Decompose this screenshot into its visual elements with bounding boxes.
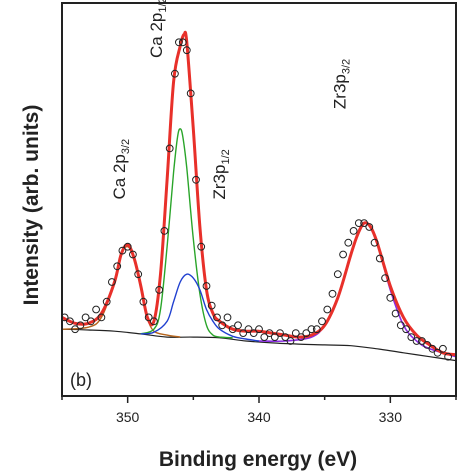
data-point [62, 313, 69, 322]
peak-label-ca-2p32: Ca 2p3/2 [110, 139, 132, 200]
data-point [323, 305, 332, 314]
data-point [444, 352, 453, 361]
peak-label-ca-2p12: Ca 2p1/2 [147, 0, 169, 58]
data-point [97, 313, 106, 322]
data-point [386, 293, 395, 302]
data-point [139, 297, 148, 306]
data-point [197, 242, 206, 251]
data-point [339, 250, 348, 259]
data-point [102, 297, 111, 306]
data-point [171, 69, 179, 78]
data-point [297, 333, 305, 342]
data-point [175, 38, 183, 47]
data-point [244, 325, 253, 334]
x-axis-ticks: 350 340 330 [61, 396, 457, 425]
data-point [412, 337, 421, 345]
envelope-line [62, 30, 456, 357]
data-point [239, 329, 248, 338]
x-tick-label: 350 [116, 409, 140, 425]
y-axis-title: Intensity (arb. units) [20, 105, 43, 306]
data-point [281, 333, 290, 342]
data-point [354, 219, 363, 228]
data-point [144, 313, 153, 322]
data-point [402, 325, 411, 334]
data-point [160, 227, 169, 235]
data-point [113, 262, 122, 271]
data-point [223, 313, 232, 322]
data-point [333, 270, 342, 279]
data-point [92, 305, 100, 314]
data-point [81, 313, 90, 322]
data-point [307, 325, 316, 334]
data-point [228, 325, 237, 334]
points-layer [62, 38, 453, 361]
data-point [360, 219, 369, 228]
data-point [71, 325, 79, 334]
x-tick-label: 330 [379, 409, 403, 425]
data-point [186, 89, 195, 98]
data-point [260, 333, 269, 342]
data-point [134, 270, 143, 279]
data-point [108, 278, 116, 286]
data-point [407, 333, 416, 342]
data-point [439, 344, 447, 353]
data-point [207, 301, 216, 310]
data-point [218, 321, 227, 330]
data-point [370, 238, 379, 247]
data-point [286, 337, 295, 345]
data-point [123, 242, 132, 251]
data-point [375, 254, 384, 263]
zr3p12-component-line [140, 273, 260, 342]
data-point [418, 337, 426, 345]
data-point [276, 329, 284, 338]
data-point [328, 289, 337, 298]
data-point [202, 282, 211, 290]
panel-label: (b) [70, 370, 92, 390]
data-point [396, 321, 405, 330]
peak-annotations: Ca 2p3/2 Ca 2p1/2 Zr3p1/2 Zr3p3/2 [110, 0, 353, 200]
data-point [155, 286, 164, 294]
x-tick-label: 340 [247, 409, 271, 425]
data-point [312, 325, 321, 334]
data-point [428, 344, 437, 353]
data-point [87, 317, 95, 326]
data-point [318, 317, 326, 326]
data-point [192, 175, 200, 184]
data-point [66, 317, 74, 326]
peak-label-zr3p12: Zr3p1/2 [210, 149, 232, 199]
background-line [62, 328, 456, 362]
data-point [150, 317, 158, 326]
data-point [270, 333, 279, 342]
data-point [182, 46, 191, 55]
data-point [118, 246, 127, 255]
data-point [344, 238, 353, 247]
data-point [255, 325, 263, 334]
data-point [423, 341, 432, 349]
data-point [433, 348, 442, 357]
data-point [249, 329, 258, 338]
data-point [365, 223, 374, 231]
data-point [291, 329, 300, 338]
curves-layer [62, 30, 456, 362]
data-point [178, 38, 187, 47]
data-point [213, 313, 221, 322]
ca-2p12-component-line [140, 128, 233, 339]
data-point [349, 227, 358, 235]
data-point [129, 250, 137, 259]
x-axis-title: Binding energy (eV) [159, 448, 357, 471]
data-point [381, 274, 390, 283]
data-point [234, 321, 242, 330]
data-point [76, 321, 85, 330]
data-point [265, 329, 274, 338]
data-point [302, 329, 311, 338]
data-point [165, 144, 174, 153]
peak-label-zr3p32: Zr3p3/2 [331, 59, 353, 109]
data-point [391, 309, 400, 318]
